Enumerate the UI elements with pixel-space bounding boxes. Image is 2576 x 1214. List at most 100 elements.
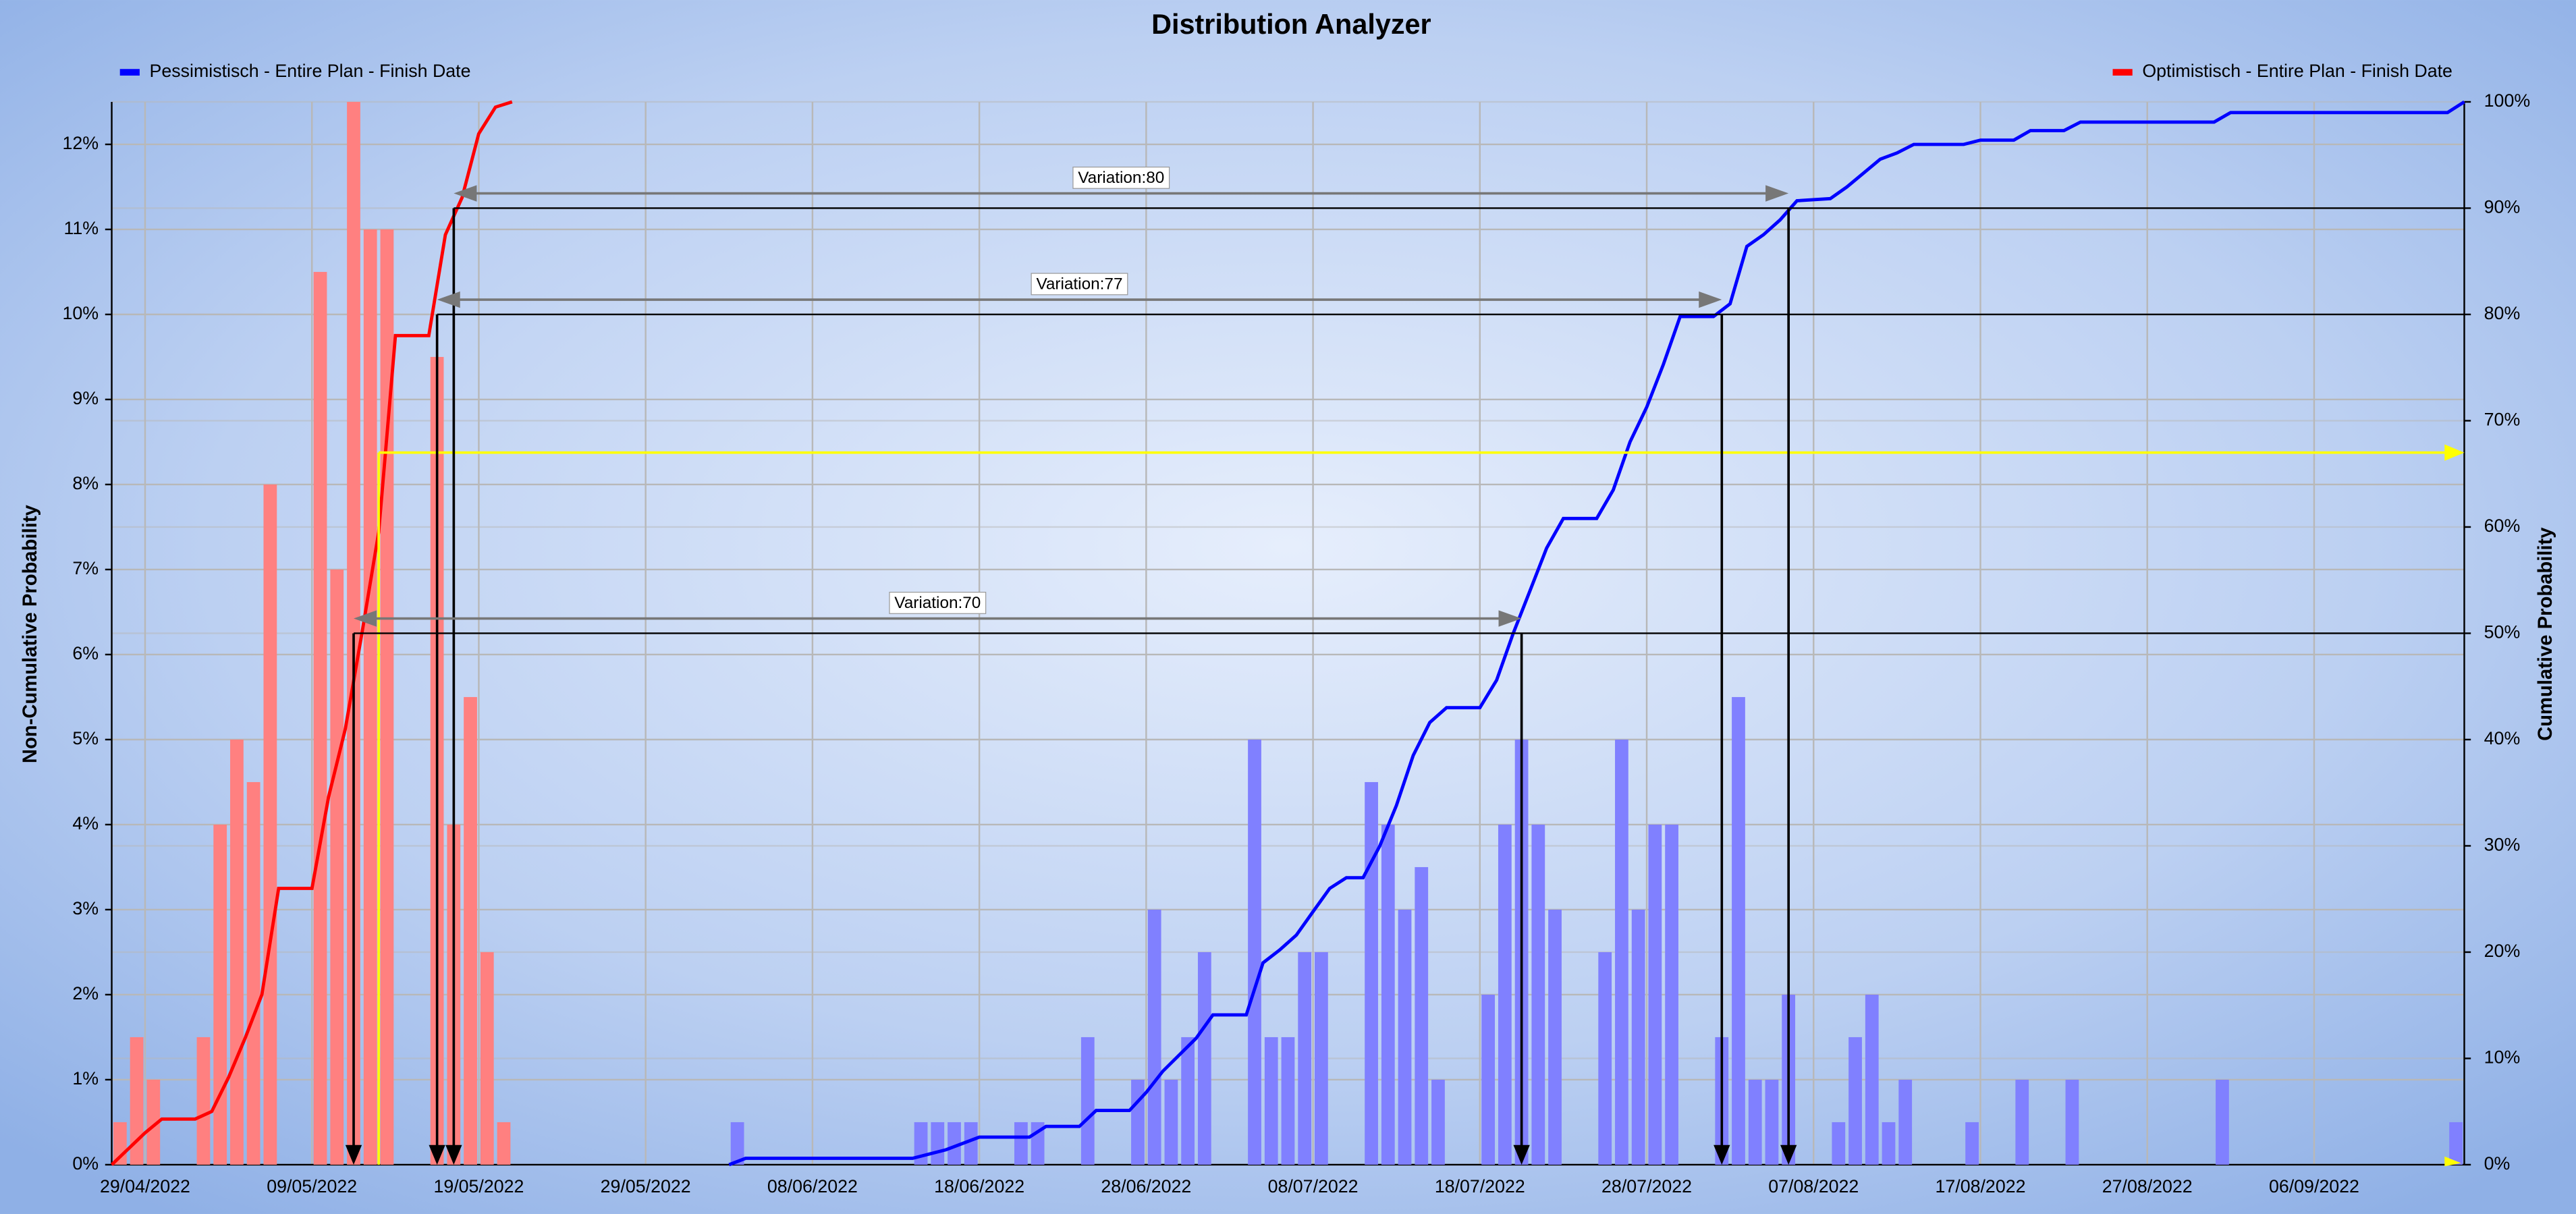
x-tick-label: 19/05/2022 bbox=[433, 1176, 524, 1196]
bar bbox=[1498, 824, 1512, 1165]
y2-tick-label: 20% bbox=[2484, 941, 2521, 961]
bar bbox=[1865, 994, 1879, 1165]
y2-tick-label: 50% bbox=[2484, 622, 2521, 642]
y2-axis-label: Cumulative Probability bbox=[2535, 527, 2556, 741]
bar bbox=[2449, 1122, 2463, 1165]
bar bbox=[1197, 951, 1211, 1165]
bar bbox=[130, 1037, 144, 1165]
variation-label-box bbox=[1031, 273, 1128, 296]
cumulative-line bbox=[728, 100, 2465, 1167]
bar bbox=[464, 696, 477, 1165]
legend-swatch bbox=[119, 69, 140, 76]
y-tick-label: 11% bbox=[63, 218, 99, 238]
bar bbox=[1848, 1037, 1862, 1165]
bar bbox=[363, 229, 377, 1165]
bar bbox=[480, 951, 494, 1165]
y2-tick-label: 30% bbox=[2484, 835, 2521, 855]
x-tick-label: 08/07/2022 bbox=[1268, 1176, 1359, 1196]
bar bbox=[1598, 951, 1612, 1165]
variation-label: Variation:70 bbox=[894, 594, 981, 612]
x-tick-label: 18/07/2022 bbox=[1435, 1176, 1525, 1196]
bar bbox=[1832, 1122, 1846, 1165]
drop-arrow bbox=[1780, 1144, 1797, 1165]
bar bbox=[730, 1122, 744, 1165]
y-axis-label: Non-Cumulative Probability bbox=[20, 504, 41, 763]
bar bbox=[2216, 1079, 2229, 1165]
legend-label: Pessimistisch - Entire Plan - Finish Dat… bbox=[150, 61, 471, 81]
bar bbox=[931, 1122, 945, 1165]
variation-arrowhead bbox=[1498, 610, 1522, 627]
bar bbox=[1648, 824, 1662, 1165]
bar bbox=[1281, 1037, 1295, 1165]
y-tick-label: 10% bbox=[62, 303, 99, 323]
drop-arrow bbox=[1513, 1144, 1530, 1165]
x-tick-label: 09/05/2022 bbox=[267, 1176, 357, 1196]
x-tick-label: 28/06/2022 bbox=[1101, 1176, 1191, 1196]
y-tick-label: 3% bbox=[72, 898, 99, 918]
y-tick-label: 7% bbox=[72, 558, 99, 578]
bar bbox=[964, 1122, 978, 1165]
y2-tick-label: 0% bbox=[2484, 1153, 2511, 1174]
bar bbox=[1665, 824, 1678, 1165]
variation-label: Variation:80 bbox=[1078, 169, 1164, 187]
y-tick-label: 6% bbox=[72, 643, 99, 663]
x-tick-label: 27/08/2022 bbox=[2102, 1176, 2193, 1196]
bar bbox=[1381, 824, 1395, 1165]
bar bbox=[1147, 909, 1161, 1165]
bar bbox=[1080, 1037, 1095, 1165]
bar bbox=[1264, 1037, 1278, 1165]
bar bbox=[263, 484, 277, 1165]
x-tick-label: 06/09/2022 bbox=[2269, 1176, 2359, 1196]
bar bbox=[1014, 1122, 1028, 1165]
variation-arrowhead bbox=[437, 291, 460, 308]
bar bbox=[1298, 951, 1312, 1165]
x-tick-label: 28/07/2022 bbox=[1601, 1176, 1692, 1196]
bar bbox=[330, 569, 344, 1165]
bar bbox=[948, 1122, 961, 1165]
bar bbox=[1398, 909, 1412, 1165]
bar bbox=[1248, 739, 1261, 1165]
bar bbox=[213, 824, 227, 1165]
y2-tick-label: 10% bbox=[2484, 1047, 2521, 1068]
legend-label: Optimistisch - Entire Plan - Finish Date bbox=[2142, 61, 2452, 81]
cumulative-line bbox=[110, 100, 513, 1166]
bar bbox=[497, 1122, 511, 1165]
x-tick-label: 29/05/2022 bbox=[601, 1176, 691, 1196]
cursor-arrow bbox=[2444, 1156, 2461, 1167]
bar bbox=[1965, 1122, 1979, 1165]
bar bbox=[1615, 739, 1628, 1165]
bar bbox=[1898, 1079, 1913, 1165]
y2-tick-label: 60% bbox=[2484, 516, 2521, 536]
bar bbox=[1765, 1079, 1779, 1165]
variation-arrowhead bbox=[1699, 291, 1722, 308]
variation-arrowhead bbox=[1765, 185, 1789, 202]
bar bbox=[1431, 1079, 1445, 1165]
x-tick-label: 07/08/2022 bbox=[1768, 1176, 1859, 1196]
variation-arrowhead bbox=[454, 185, 477, 202]
y2-tick-label: 40% bbox=[2484, 728, 2521, 748]
drop-arrow bbox=[429, 1144, 445, 1165]
y2-tick-label: 70% bbox=[2484, 410, 2521, 430]
x-tick-label: 18/06/2022 bbox=[934, 1176, 1024, 1196]
drop-arrow bbox=[1714, 1144, 1730, 1165]
bar bbox=[1548, 909, 1562, 1165]
bar bbox=[1481, 994, 1496, 1165]
variation-label: Variation:77 bbox=[1036, 275, 1122, 294]
bar bbox=[347, 101, 360, 1165]
bar bbox=[146, 1079, 161, 1165]
bar bbox=[1315, 951, 1328, 1165]
y-tick-label: 4% bbox=[72, 813, 99, 833]
y-tick-label: 1% bbox=[72, 1068, 99, 1088]
x-tick-label: 17/08/2022 bbox=[1936, 1176, 2026, 1196]
y-tick-label: 12% bbox=[62, 133, 99, 153]
x-tick-label: 08/06/2022 bbox=[767, 1176, 858, 1196]
bar bbox=[1131, 1079, 1145, 1165]
y-tick-label: 9% bbox=[72, 388, 99, 408]
bar bbox=[1631, 909, 1645, 1165]
bar bbox=[1732, 696, 1745, 1165]
variation-arrowhead bbox=[354, 610, 377, 627]
bar bbox=[1882, 1122, 1896, 1165]
y-tick-label: 2% bbox=[72, 983, 99, 1003]
bar bbox=[2015, 1079, 2029, 1165]
